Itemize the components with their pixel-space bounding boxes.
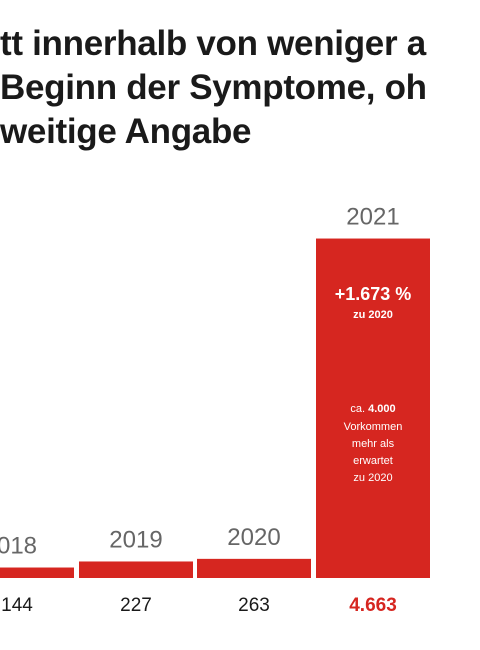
note-line-1: ca. 4.000 <box>350 403 395 415</box>
value-label-2019: 227 <box>120 595 152 616</box>
year-label-2018: 018 <box>0 533 37 560</box>
annotation-group: +1.673 % zu 2020 <box>335 284 412 321</box>
title-line-2: Beginn der Symptome, oh <box>0 68 427 107</box>
title-line-1: tt innerhalb von weniger a <box>0 24 426 63</box>
bars-group <box>0 238 430 578</box>
bar-2021 <box>316 238 430 578</box>
year-label-2019: 2019 <box>109 526 162 553</box>
chart-title: tt innerhalb von weniger a Beginn der Sy… <box>0 22 480 154</box>
value-label-2018: 144 <box>1 595 33 616</box>
growth-annotation-sub: zu 2020 <box>353 309 393 321</box>
note-line-4: erwartet <box>353 455 393 467</box>
year-label-2020: 2020 <box>227 524 280 551</box>
note-prefix: ca. <box>350 403 368 415</box>
year-label-2021: 2021 <box>346 204 399 231</box>
note-line-5: zu 2020 <box>353 472 392 484</box>
labels-group: 018 144 2019 227 2020 263 2021 4.663 <box>0 204 400 616</box>
title-line-3: weitige Angabe <box>0 112 252 151</box>
bar-2019 <box>79 561 193 578</box>
note-line-2: Vorkommen <box>344 421 403 433</box>
excess-note-group: ca. 4.000 Vorkommen mehr als erwartet zu 202… <box>344 403 403 484</box>
note-line-3: mehr als <box>352 438 395 450</box>
bar-2018 <box>0 567 74 578</box>
growth-annotation: +1.673 % <box>335 284 412 304</box>
value-label-2021: 4.663 <box>349 595 397 616</box>
bar-2020 <box>197 558 311 578</box>
value-label-2020: 263 <box>238 595 270 616</box>
note-bold-value: 4.000 <box>368 403 396 415</box>
